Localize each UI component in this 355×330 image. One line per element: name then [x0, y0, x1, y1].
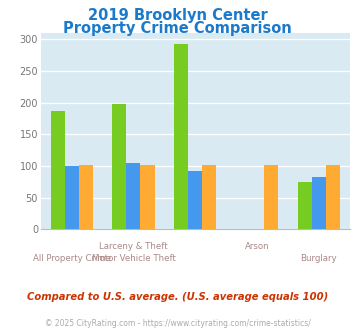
Legend: Brooklyn Center, Minnesota, National: Brooklyn Center, Minnesota, National	[52, 327, 339, 330]
Bar	[79, 165, 93, 229]
Text: All Property Crime: All Property Crime	[33, 254, 111, 263]
Bar	[51, 111, 65, 229]
Text: © 2025 CityRating.com - https://www.cityrating.com/crime-statistics/: © 2025 CityRating.com - https://www.city…	[45, 319, 310, 328]
Text: Burglary: Burglary	[300, 254, 337, 263]
Text: 2019 Brooklyn Center: 2019 Brooklyn Center	[88, 8, 267, 23]
Bar	[264, 165, 278, 229]
Bar	[202, 165, 216, 229]
Bar	[65, 166, 79, 229]
Bar	[126, 163, 141, 229]
Bar	[312, 177, 326, 229]
Bar	[298, 182, 312, 229]
Bar	[113, 104, 126, 229]
Bar	[188, 171, 202, 229]
Bar	[141, 165, 154, 229]
Text: Compared to U.S. average. (U.S. average equals 100): Compared to U.S. average. (U.S. average …	[27, 292, 328, 302]
Text: Property Crime Comparison: Property Crime Comparison	[63, 21, 292, 36]
Text: Arson: Arson	[245, 242, 269, 251]
Text: Motor Vehicle Theft: Motor Vehicle Theft	[92, 254, 175, 263]
Text: Larceny & Theft: Larceny & Theft	[99, 242, 168, 251]
Bar	[326, 165, 340, 229]
Bar	[174, 44, 188, 229]
